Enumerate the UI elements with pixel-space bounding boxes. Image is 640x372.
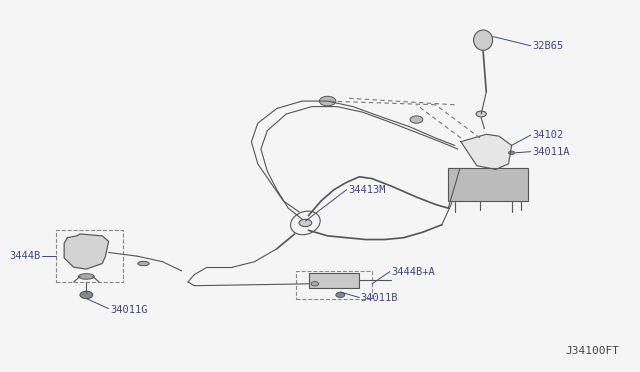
Text: 3444B+A: 3444B+A <box>391 267 435 277</box>
Circle shape <box>80 291 93 299</box>
Bar <box>56 230 123 282</box>
Circle shape <box>299 219 312 227</box>
Text: 34011A: 34011A <box>532 147 570 157</box>
Polygon shape <box>461 134 511 169</box>
Circle shape <box>336 292 345 298</box>
Ellipse shape <box>138 261 149 266</box>
Bar <box>448 167 527 201</box>
Circle shape <box>476 111 486 117</box>
Text: 32B65: 32B65 <box>532 41 563 51</box>
Ellipse shape <box>474 30 493 50</box>
Text: 34413M: 34413M <box>348 185 385 195</box>
Text: 34011G: 34011G <box>110 305 147 315</box>
Text: J34100FT: J34100FT <box>566 346 620 356</box>
Ellipse shape <box>79 274 94 279</box>
Bar <box>308 273 359 288</box>
Circle shape <box>319 96 336 106</box>
Circle shape <box>410 116 423 123</box>
Bar <box>296 271 372 299</box>
Text: 3444B: 3444B <box>10 251 41 261</box>
Text: 34011B: 34011B <box>360 292 398 302</box>
Circle shape <box>311 282 319 286</box>
Polygon shape <box>64 234 109 269</box>
Text: 34102: 34102 <box>532 130 563 140</box>
Circle shape <box>509 151 515 155</box>
